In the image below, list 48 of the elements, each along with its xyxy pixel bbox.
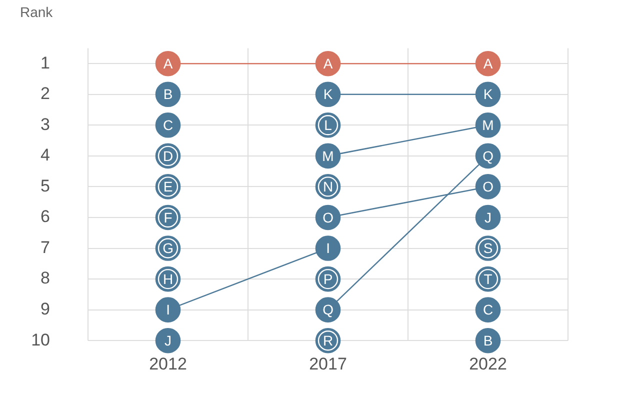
series-label: B (483, 332, 493, 348)
x-tick-label: 2017 (309, 354, 347, 374)
y-axis-title: Rank (20, 4, 53, 20)
y-tick-label: 4 (40, 146, 50, 165)
y-tick-label: 5 (40, 176, 50, 196)
series-label: H (162, 270, 174, 287)
series-label: T (484, 270, 493, 287)
series-label: N (322, 178, 334, 195)
series-label: M (322, 148, 334, 164)
series-label: O (322, 209, 334, 226)
series-label: R (322, 332, 334, 348)
point (155, 297, 181, 322)
series-label: K (323, 86, 334, 102)
y-tick-label: 10 (31, 330, 50, 350)
series-label: D (162, 148, 174, 164)
series-label: P (323, 270, 333, 287)
series-label: E (163, 178, 173, 195)
text: I (326, 240, 330, 256)
y-tick-label: 2 (40, 84, 50, 104)
text: A (323, 55, 333, 72)
series-label: J (164, 332, 172, 348)
y-tick-label: 3 (40, 114, 50, 134)
y-tick-label: 8 (40, 268, 50, 288)
text: K (483, 86, 493, 102)
text: Q (482, 148, 494, 164)
series-label: L (324, 117, 332, 134)
point (475, 204, 501, 230)
y-tick-label: 9 (40, 300, 50, 319)
text: C (482, 302, 494, 318)
text: M (482, 117, 494, 134)
y-tick-label: 1 (40, 53, 50, 72)
point (315, 236, 341, 261)
series-label: F (164, 209, 172, 226)
text: B (163, 86, 173, 102)
text: J (484, 209, 492, 226)
x-tick-label: 2022 (469, 354, 507, 374)
series-label: S (483, 240, 493, 256)
series-label: C (162, 117, 174, 134)
y-tick-label: 7 (40, 238, 50, 257)
point (155, 328, 181, 354)
x-tick-label: 2012 (149, 354, 187, 374)
text: A (483, 55, 493, 72)
series-label: I (166, 302, 170, 318)
series-label: A (163, 55, 174, 72)
series-label: G (162, 240, 174, 256)
text: O (482, 178, 494, 195)
y-tick-label: 6 (40, 207, 50, 226)
series-label: Q (322, 302, 334, 318)
